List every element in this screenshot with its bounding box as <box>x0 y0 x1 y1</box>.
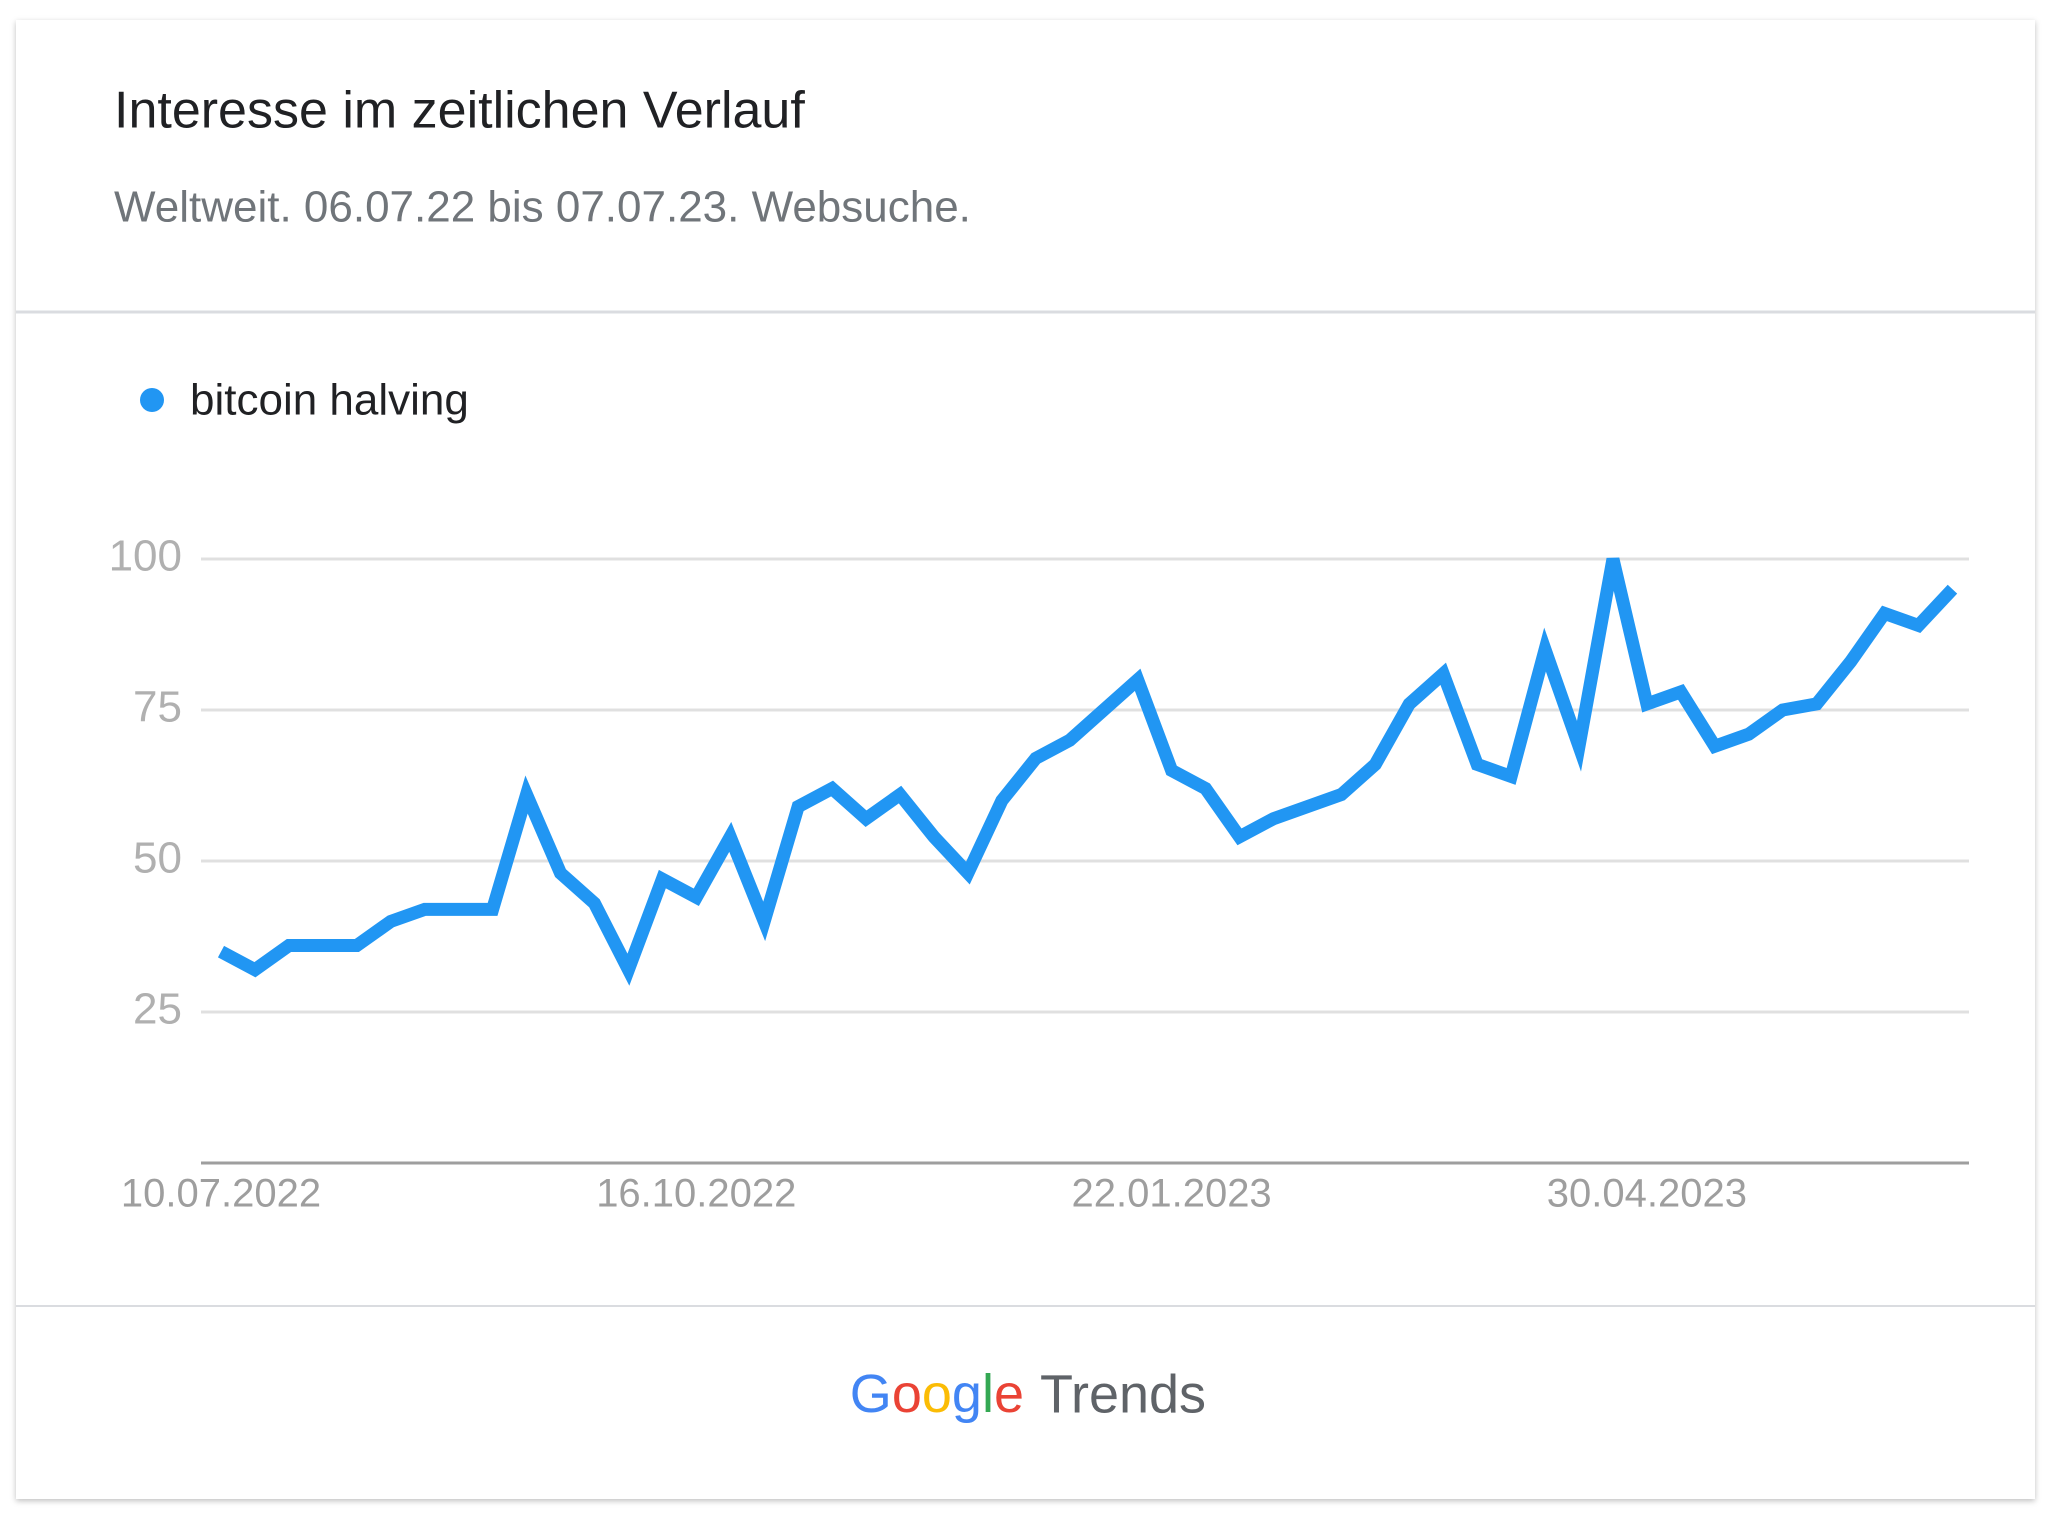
x-tick-label: 30.04.2023 <box>1547 1172 1747 1216</box>
chart-subtitle: Weltweit. 06.07.22 bis 07.07.23. Websuch… <box>114 183 971 232</box>
legend-label: bitcoin halving <box>190 376 469 425</box>
x-tick-label: 10.07.2022 <box>121 1172 321 1216</box>
card <box>16 20 2035 1499</box>
series-line <box>217 557 1958 986</box>
y-tick-label: 100 <box>109 532 182 581</box>
legend-marker <box>140 388 164 412</box>
y-tick-label: 75 <box>133 683 182 732</box>
y-tick-label: 50 <box>133 834 182 883</box>
y-tick-label: 25 <box>133 985 182 1034</box>
x-tick-label: 16.10.2022 <box>596 1172 796 1216</box>
x-tick-label: 22.01.2023 <box>1071 1172 1271 1216</box>
product-name: Trends <box>1040 1364 1206 1424</box>
brand-logo: Google <box>850 1364 1024 1424</box>
chart-title: Interesse im zeitlichen Verlauf <box>114 82 805 140</box>
